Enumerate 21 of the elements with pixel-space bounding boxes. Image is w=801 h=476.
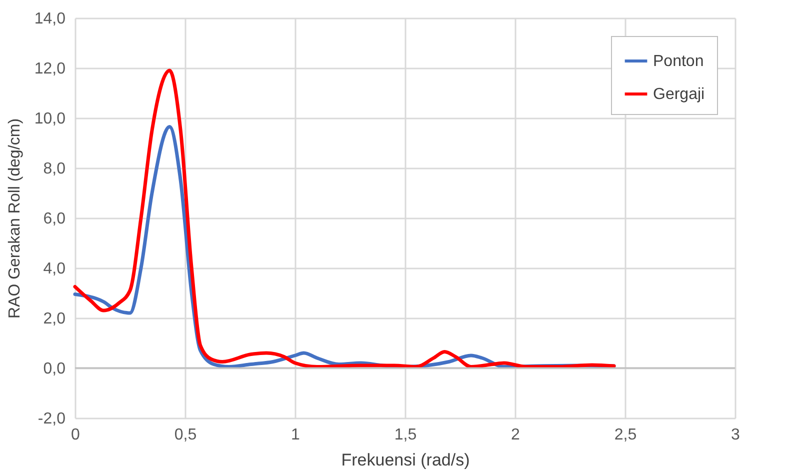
x-tick-label: 2,5 — [614, 426, 637, 444]
x-tick-label: 2 — [511, 426, 520, 444]
y-tick-label: 6,0 — [43, 210, 66, 228]
y-tick-label: 10,0 — [34, 110, 66, 128]
x-tick-label: 0,5 — [174, 426, 197, 444]
x-tick-label: 0 — [71, 426, 80, 444]
x-tick-label: 1 — [291, 426, 300, 444]
legend-label: Gergaji — [653, 86, 705, 103]
y-axis-title: RAO Gerakan Roll (deg/cm) — [6, 118, 24, 319]
line-series — [73, 68, 616, 368]
x-tick-label: 1,5 — [394, 426, 417, 444]
y-tick-label: 8,0 — [43, 160, 66, 178]
y-tick-label: 2,0 — [43, 310, 66, 328]
y-tick-label: 12,0 — [34, 60, 66, 78]
x-tick-label: 3 — [731, 426, 740, 444]
y-tick-label: 14,0 — [34, 10, 66, 28]
y-tick-label: 4,0 — [43, 260, 66, 278]
legend-label: Ponton — [653, 53, 704, 70]
y-tick-label: 0,0 — [43, 360, 66, 378]
y-tick-label: -2,0 — [38, 410, 66, 428]
x-axis-title: Frekuensi (rad/s) — [341, 450, 470, 470]
